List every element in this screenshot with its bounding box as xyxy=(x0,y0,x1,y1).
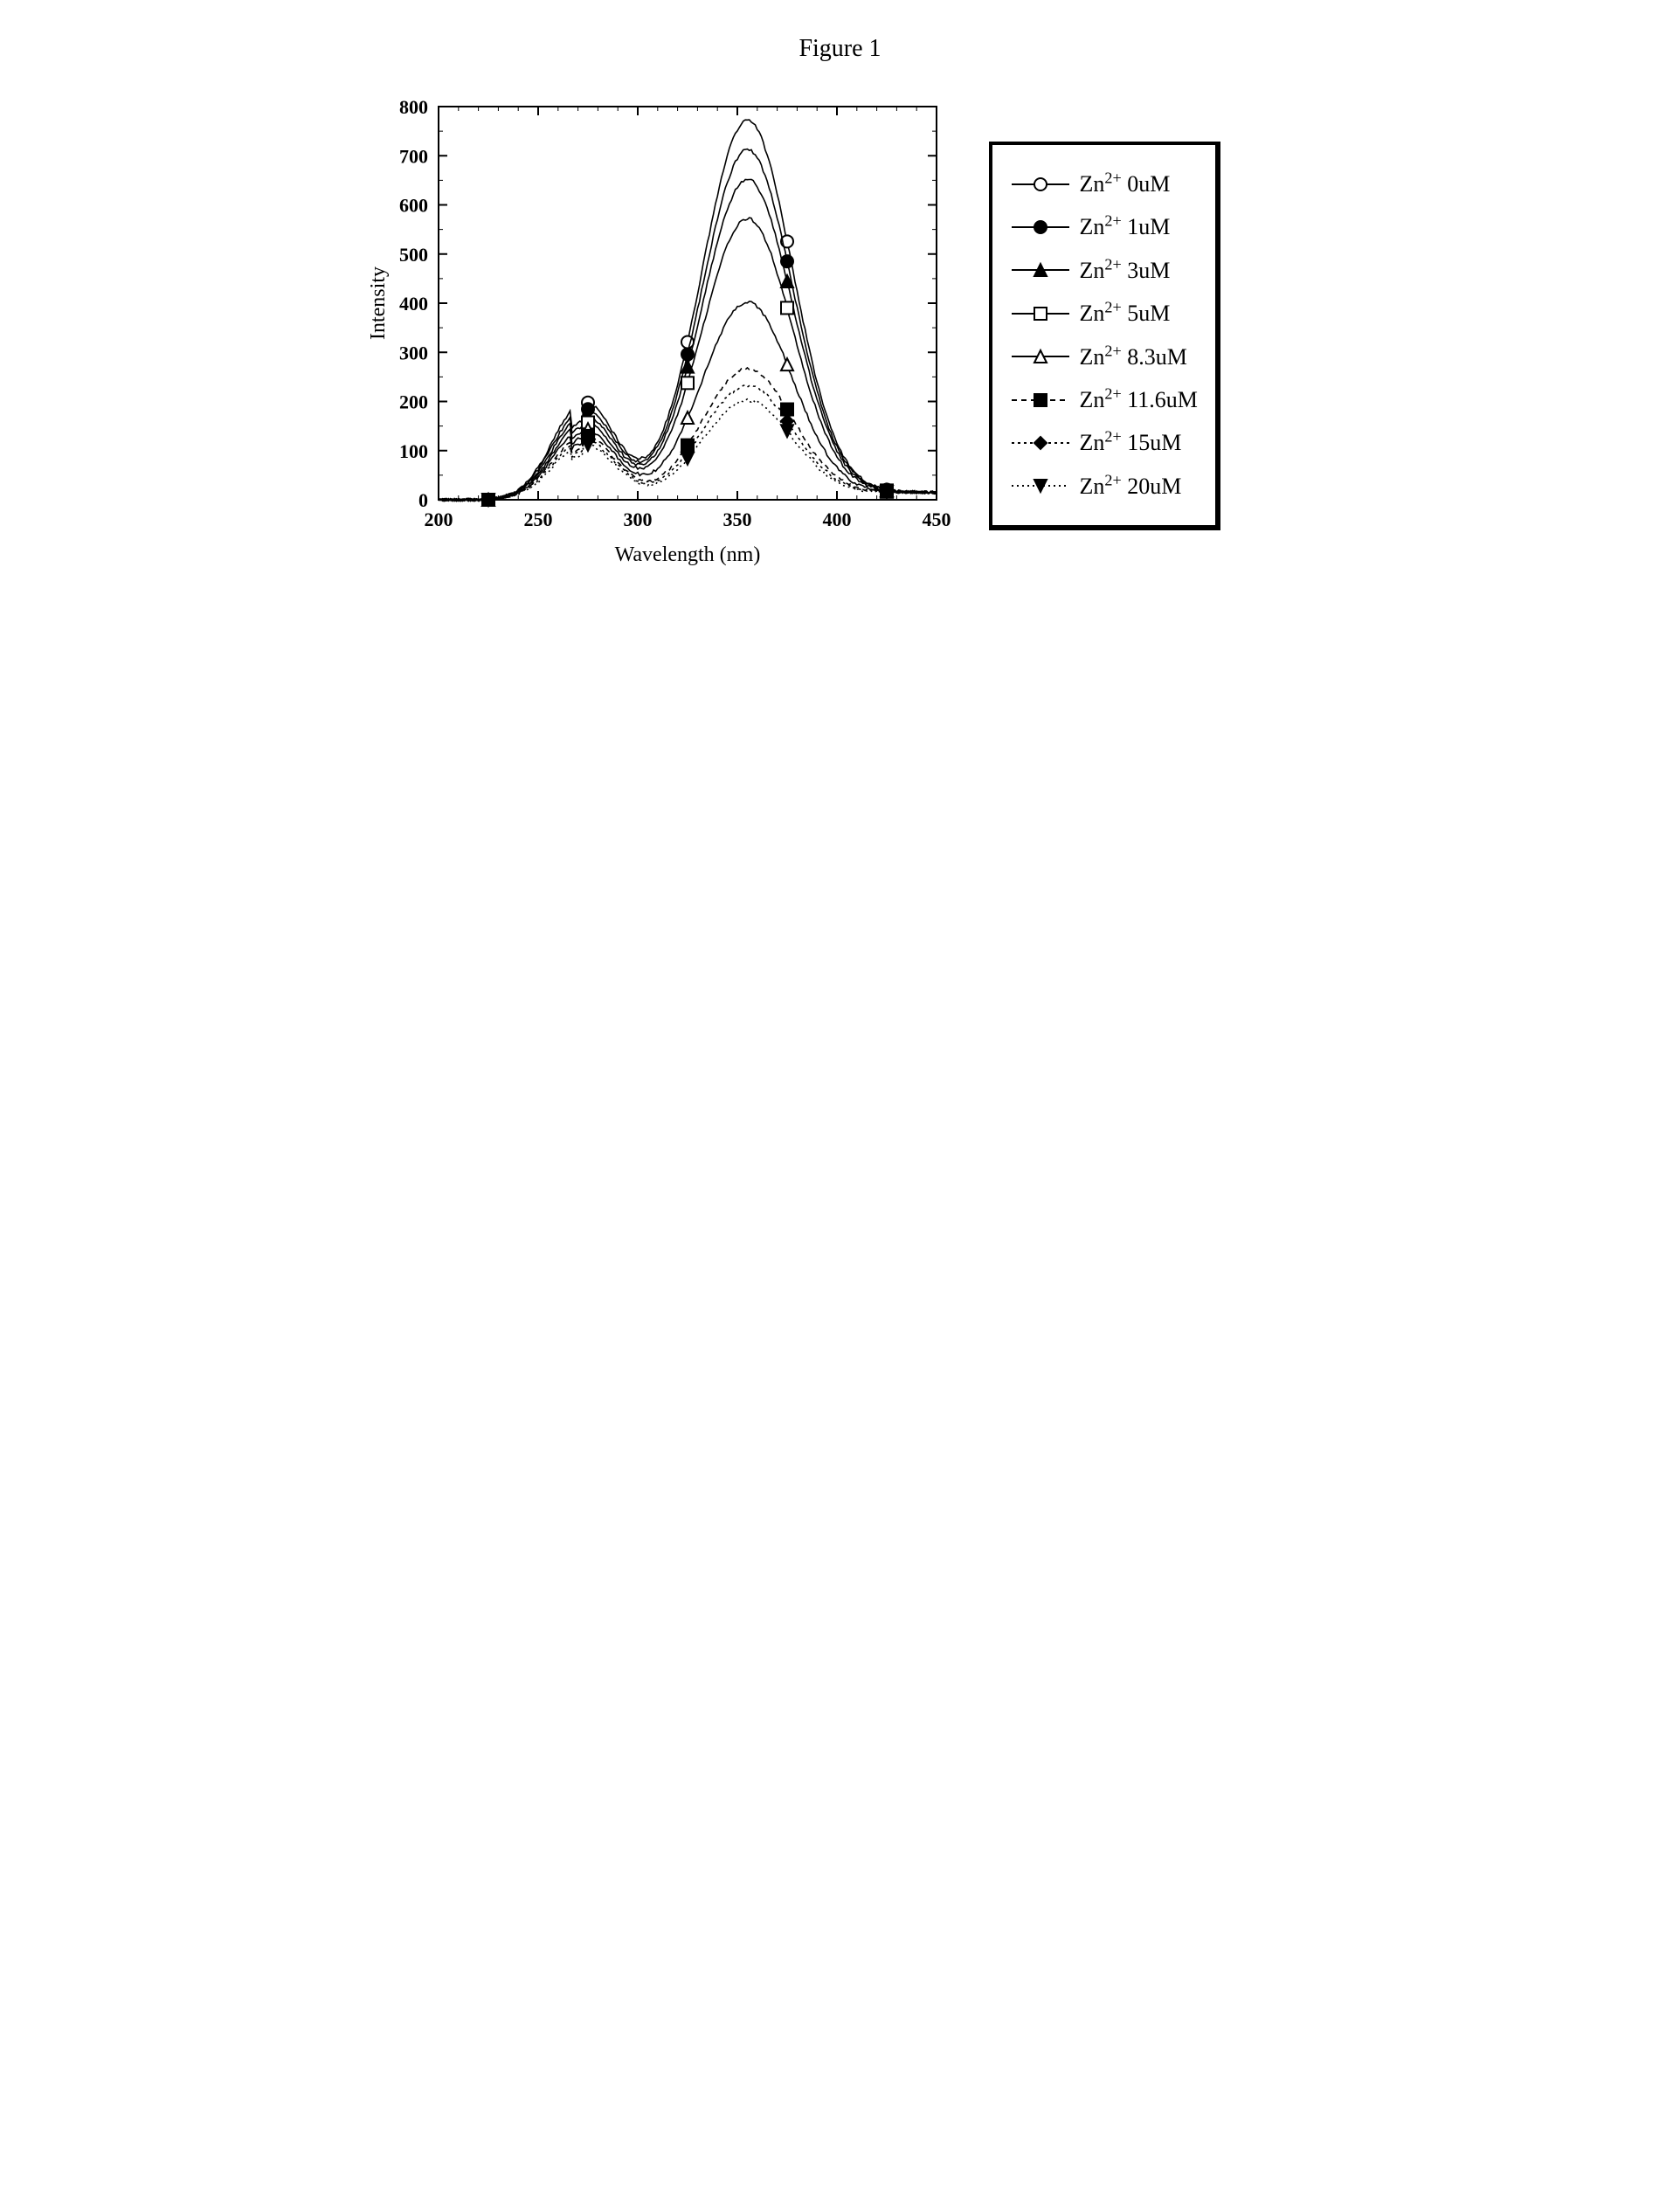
legend-item: Zn2+ 8.3uM xyxy=(1010,336,1198,378)
svg-text:0: 0 xyxy=(418,489,428,511)
legend-label: Zn2+ 20uM xyxy=(1080,465,1182,508)
legend-label: Zn2+ 5uM xyxy=(1080,292,1171,335)
legend-label: Zn2+ 3uM xyxy=(1080,249,1171,292)
legend-label: Zn2+ 15uM xyxy=(1080,421,1182,464)
svg-text:Intensity: Intensity xyxy=(367,266,390,340)
legend-item: Zn2+ 11.6uM xyxy=(1010,378,1198,421)
legend-box: Zn2+ 0uMZn2+ 1uMZn2+ 3uMZn2+ 5uMZn2+ 8.3… xyxy=(989,142,1220,530)
svg-text:400: 400 xyxy=(399,293,428,315)
legend-item: Zn2+ 5uM xyxy=(1010,292,1198,335)
spectra-chart: 200 250 300 350 400 450 0 100 200 300 400 500 600 700… xyxy=(360,89,954,578)
svg-text:200: 200 xyxy=(424,508,453,530)
svg-text:250: 250 xyxy=(523,508,552,530)
page: Figure 1 200 250 300 350 400 450 0 100 200 300 400… xyxy=(360,35,1321,583)
svg-text:400: 400 xyxy=(822,508,851,530)
legend-item: Zn2+ 20uM xyxy=(1010,465,1198,508)
svg-text:500: 500 xyxy=(399,244,428,266)
svg-text:700: 700 xyxy=(399,145,428,167)
legend-item: Zn2+ 15uM xyxy=(1010,421,1198,464)
svg-text:300: 300 xyxy=(623,508,652,530)
svg-text:300: 300 xyxy=(399,342,428,363)
legend-label: Zn2+ 1uM xyxy=(1080,205,1171,248)
figure-title: Figure 1 xyxy=(360,35,1321,63)
chart-row: 200 250 300 350 400 450 0 100 200 300 400 500 600 700… xyxy=(360,89,1321,583)
legend-item: Zn2+ 3uM xyxy=(1010,249,1198,292)
svg-text:800: 800 xyxy=(399,96,428,118)
legend-item: Zn2+ 0uM xyxy=(1010,163,1198,205)
svg-text:100: 100 xyxy=(399,440,428,462)
legend-label: Zn2+ 0uM xyxy=(1080,163,1171,205)
svg-text:450: 450 xyxy=(922,508,951,530)
legend-label: Zn2+ 8.3uM xyxy=(1080,336,1187,378)
svg-text:350: 350 xyxy=(722,508,751,530)
chart-wrap: 200 250 300 350 400 450 0 100 200 300 400 500 600 700… xyxy=(360,89,954,583)
legend-label: Zn2+ 11.6uM xyxy=(1080,378,1198,421)
svg-text:200: 200 xyxy=(399,391,428,413)
svg-text:600: 600 xyxy=(399,195,428,217)
legend-item: Zn2+ 1uM xyxy=(1010,205,1198,248)
svg-text:Wavelength (nm): Wavelength (nm) xyxy=(614,543,760,566)
